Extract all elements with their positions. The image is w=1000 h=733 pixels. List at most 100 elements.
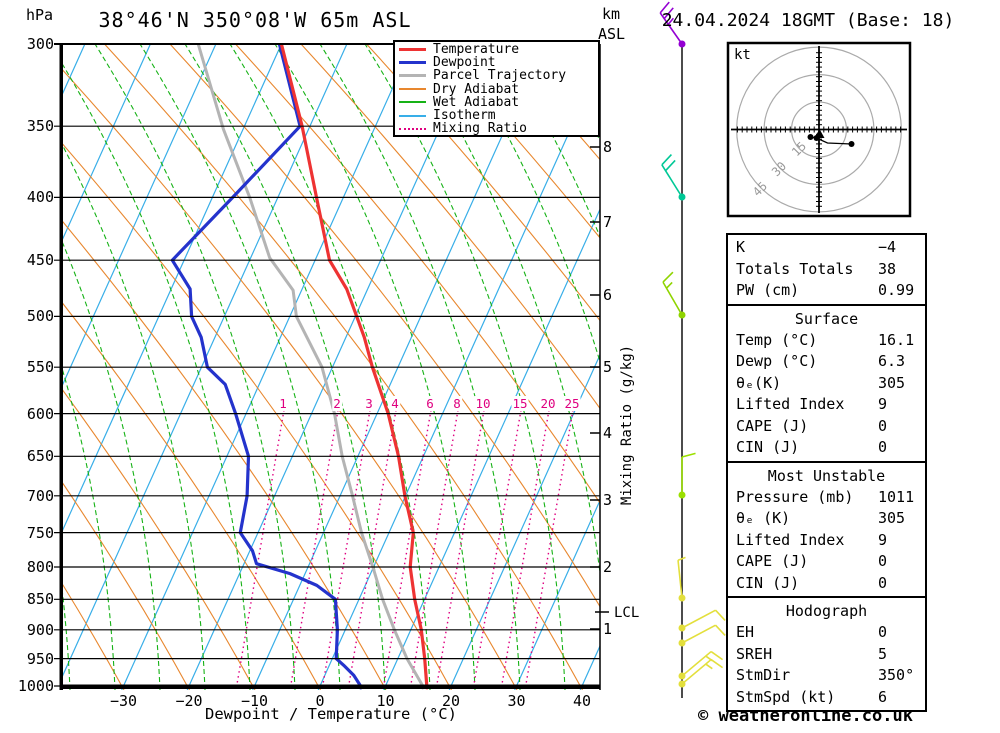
table-row-value: 0 <box>878 438 888 456</box>
table-row-label: Pressure (mb) <box>736 487 854 506</box>
legend-item-label: Dewpoint <box>433 55 496 71</box>
mixing-ratio-label: 10 <box>474 396 492 411</box>
pressure-label: 300 <box>26 35 54 53</box>
legend: Temperature Dewpoint Parcel Trajectory Dry … <box>393 40 600 137</box>
line <box>661 164 683 198</box>
legend-item-label: Dry Adiabat <box>433 81 520 97</box>
km-tick-label: 8 <box>603 138 613 156</box>
line <box>714 609 726 621</box>
table-row: Lifted Index 9 <box>736 394 925 416</box>
stats-table-section: K −4 Totals Totals 38 PW (cm) 0.99 <box>726 233 927 306</box>
legend-item: Wet Adiabat <box>399 96 598 109</box>
table-row-label: Lifted Index <box>736 395 845 413</box>
table-row-value: 0 <box>878 623 888 641</box>
table-row-value: 305 <box>878 509 906 527</box>
table-row: Lifted Index 9 <box>736 530 925 552</box>
line <box>677 560 683 599</box>
dry-adiabat-line <box>62 582 125 690</box>
line <box>681 609 716 629</box>
hodograph-trace-dot <box>807 134 814 140</box>
line <box>705 663 713 670</box>
table-row-value: 305 <box>878 373 906 392</box>
legend-line-sample <box>399 101 426 104</box>
pressure-label: 900 <box>26 620 54 639</box>
stats-table-section: Most Unstable Pressure (mb) 1011 θₑ (K) 305 L… <box>726 460 927 598</box>
page-title: 38°46'N 350°08'W 65m ASL <box>98 8 412 32</box>
table-row-value: 0 <box>878 552 888 570</box>
km-tick-label: 6 <box>603 286 613 304</box>
line <box>664 159 676 172</box>
pressure-label: 700 <box>26 486 54 505</box>
hodograph-unit-label: kt <box>734 47 751 63</box>
table-row: θₑ(K) 305 <box>736 373 925 395</box>
line <box>714 624 726 636</box>
hodograph-trace-dot <box>848 141 855 147</box>
line <box>662 281 683 316</box>
table-row-label: StmSpd (kt) <box>736 687 836 706</box>
wet-adiabat-line <box>62 240 161 690</box>
mixing-ratio-label: 1 <box>278 396 288 411</box>
legend-line-sample <box>399 127 426 130</box>
table-row: K −4 <box>736 237 925 259</box>
line <box>681 452 696 458</box>
lcl-label: LCL <box>614 605 640 621</box>
x-tick-label: 0 <box>315 692 325 710</box>
table-row-label: Lifted Index <box>736 530 845 549</box>
legend-item: Mixing Ratio <box>399 122 598 135</box>
line <box>659 1 670 14</box>
stats-table-section: Hodograph EH 0 SREH 5 StmDir 350° StmSpd (kt) 6 <box>726 596 927 712</box>
pressure-label: 400 <box>26 188 54 207</box>
table-row: CAPE (J) 0 <box>736 551 925 573</box>
pressure-label: 850 <box>26 590 54 609</box>
line <box>663 7 674 20</box>
wind-barb <box>678 650 724 680</box>
pressure-label: 450 <box>26 251 54 270</box>
x-axis <box>62 684 600 689</box>
dry-adiabat-line <box>235 44 600 505</box>
table-section-header: Surface <box>794 309 859 328</box>
mixing-ratio-line <box>235 409 285 690</box>
wet-adiabat-line <box>94 44 296 690</box>
legend-line-sample <box>399 114 426 117</box>
mixing-ratio-label: 4 <box>390 396 400 411</box>
line <box>710 658 724 669</box>
table-row: Totals Totals 38 <box>736 259 925 281</box>
legend-line-sample <box>399 48 426 52</box>
dry-adiabat-line <box>62 68 518 690</box>
km-tick-label: 4 <box>603 424 613 442</box>
wet-adiabat-line <box>184 44 386 690</box>
legend-line-sample <box>399 74 426 78</box>
table-row: CAPE (J) 0 <box>736 416 925 438</box>
stats-tables: K −4 Totals Totals 38 PW (cm) 0.99 Surface Temp… <box>726 233 927 712</box>
legend-line-sample <box>399 61 426 65</box>
parcel-trajectory-trace <box>196 44 425 690</box>
table-row-label: SREH <box>736 644 773 663</box>
table-row-label: CAPE (J) <box>736 416 809 435</box>
wind-barb <box>678 609 726 632</box>
dry-adiabat-line <box>62 388 256 690</box>
table-row-label: Temp (°C) <box>736 330 818 349</box>
table-row: StmSpd (kt) 6 <box>736 687 925 709</box>
table-row-value: 38 <box>878 259 897 278</box>
mixing-ratio-label: 15 <box>511 396 529 411</box>
mixing-ratio-label: 8 <box>452 396 462 411</box>
x-tick-label: 20 <box>441 692 461 710</box>
legend-item: Dewpoint <box>399 56 598 69</box>
asl-axis-label: ASL <box>598 25 626 43</box>
table-row-label: θₑ (K) <box>736 509 791 527</box>
x-tick-label: 10 <box>376 692 395 710</box>
table-row: θₑ (K) 305 <box>736 508 925 530</box>
pressure-label: 1000 <box>17 676 54 695</box>
pressure-axis-unit-label: hPa <box>26 6 54 24</box>
legend-item-label: Parcel Trajectory <box>433 68 567 84</box>
table-row-label: CIN (J) <box>736 438 800 456</box>
table-row-value: 9 <box>878 395 888 413</box>
km-tick-label: 2 <box>603 558 613 576</box>
dry-adiabat-line <box>431 44 600 239</box>
wet-adiabat-line <box>62 366 116 690</box>
table-row: Dewp (°C) 6.3 <box>736 351 925 373</box>
table-row-value: 0 <box>878 573 888 592</box>
table-row-label: PW (cm) <box>736 281 800 299</box>
